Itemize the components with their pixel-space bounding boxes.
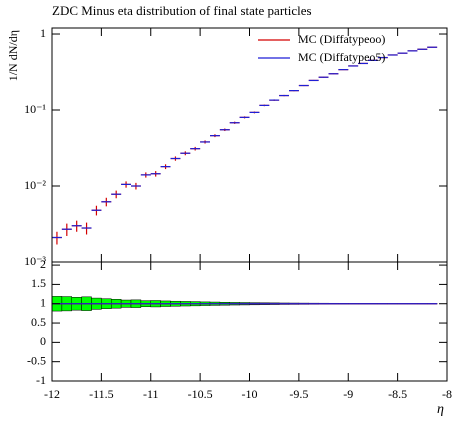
y-tick-label: 1 <box>40 295 46 309</box>
x-tick-label: -9 <box>343 387 353 401</box>
y-tick-label: -0.5 <box>27 353 46 367</box>
x-axis-label: η <box>437 402 444 417</box>
y-tick-label: 10⁻¹ <box>24 102 46 116</box>
x-tick-label: -8 <box>442 387 452 401</box>
y-tick-label: 0 <box>40 334 46 348</box>
y-tick-label: 1 <box>40 26 46 40</box>
y-tick-label: 1.5 <box>31 276 46 290</box>
x-tick-label: -10 <box>242 387 258 401</box>
y-tick-label: 0.5 <box>31 315 46 329</box>
x-tick-label: -9.5 <box>289 387 308 401</box>
legend-label: MC (Diffatypeoo) <box>298 32 385 46</box>
x-tick-label: -8.5 <box>388 387 407 401</box>
plot-frame <box>51 27 448 263</box>
y-tick-label: 10⁻² <box>24 178 46 192</box>
x-tick-label: -11 <box>143 387 159 401</box>
legend-label: MC (Diffatypeo5) <box>298 50 385 64</box>
y-tick-label: -1 <box>36 373 46 387</box>
x-tick-label: -12 <box>44 387 60 401</box>
x-tick-label: -10.5 <box>188 387 213 401</box>
y-tick-label: 2 <box>40 257 46 271</box>
chart-title: ZDC Minus eta distribution of final stat… <box>52 3 312 18</box>
plot-frame <box>51 261 448 382</box>
y-tick-label: 10⁻³ <box>24 254 46 268</box>
x-tick-label: -11.5 <box>89 387 114 401</box>
y-axis-label: 1/N dN/dη <box>6 30 20 81</box>
